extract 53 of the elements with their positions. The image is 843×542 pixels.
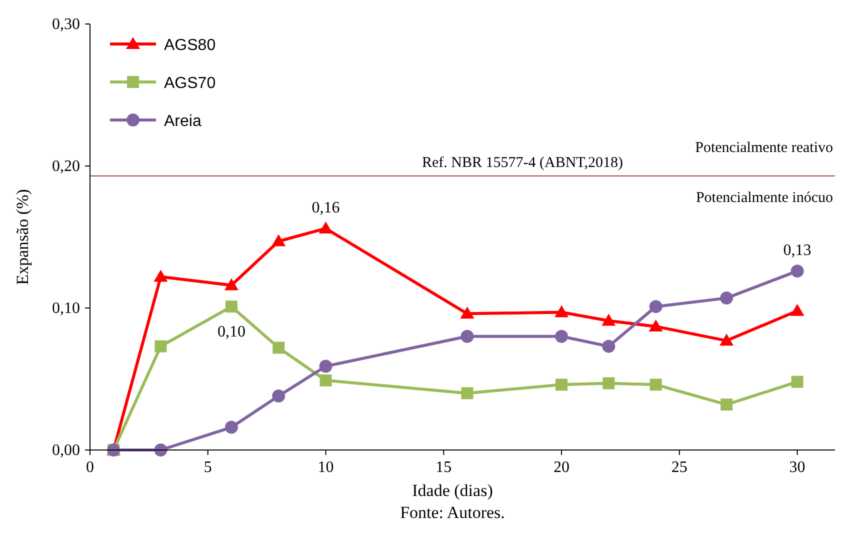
point: [460, 306, 474, 319]
x-tick-label: 30: [789, 459, 806, 476]
annotation: 0,13: [783, 242, 812, 260]
y-tick-label: 0,00: [52, 442, 80, 459]
y-tick-label: 0,30: [52, 16, 80, 33]
point: [649, 300, 662, 314]
point: [602, 314, 616, 326]
source-note: Fonte: Autores.: [400, 503, 505, 522]
x-tick-label: 10: [318, 459, 334, 476]
point: [272, 342, 285, 354]
point: [602, 340, 616, 353]
x-tick-label: 20: [554, 459, 570, 476]
point: [790, 264, 804, 278]
point: [554, 305, 569, 318]
legend-label: AGS80: [164, 37, 216, 54]
point: [602, 377, 615, 390]
point: [272, 390, 286, 403]
point: [555, 330, 568, 343]
y-tick-label: 0,20: [52, 158, 80, 175]
point: [460, 330, 474, 343]
point: [154, 444, 168, 456]
point: [272, 234, 286, 246]
x-axis-title: Idade (dias): [412, 481, 493, 500]
point: [556, 378, 568, 391]
y-axis-title: Expansão (%): [13, 189, 32, 285]
point: [720, 334, 734, 346]
x-tick-label: 0: [86, 459, 94, 476]
legend-label: AGS70: [164, 75, 216, 92]
x-tick-label: 5: [204, 459, 212, 476]
point: [650, 378, 662, 391]
point: [791, 376, 804, 388]
point: [154, 270, 168, 282]
point: [720, 292, 734, 305]
point: [648, 319, 663, 332]
ref-line-label: Ref. NBR 15577-4 (ABNT,2018): [422, 154, 623, 171]
point: [318, 221, 333, 234]
y-tick-label: 0,10: [52, 300, 80, 317]
annotation: 0,10: [217, 324, 246, 341]
point: [790, 304, 804, 316]
point: [154, 340, 167, 352]
legend-label: Areia: [164, 113, 202, 130]
point: [225, 300, 238, 313]
annotation: Potencialmente reativo: [695, 140, 833, 156]
point: [224, 278, 238, 290]
x-tick-label: 25: [671, 459, 688, 476]
annotation: Potencialmente inócuo: [696, 190, 833, 206]
x-tick-label: 15: [436, 459, 452, 476]
point: [224, 420, 238, 434]
annotation: 0,16: [312, 199, 340, 216]
point: [461, 387, 474, 400]
point: [720, 398, 733, 411]
point: [319, 360, 332, 373]
point: [320, 374, 332, 386]
